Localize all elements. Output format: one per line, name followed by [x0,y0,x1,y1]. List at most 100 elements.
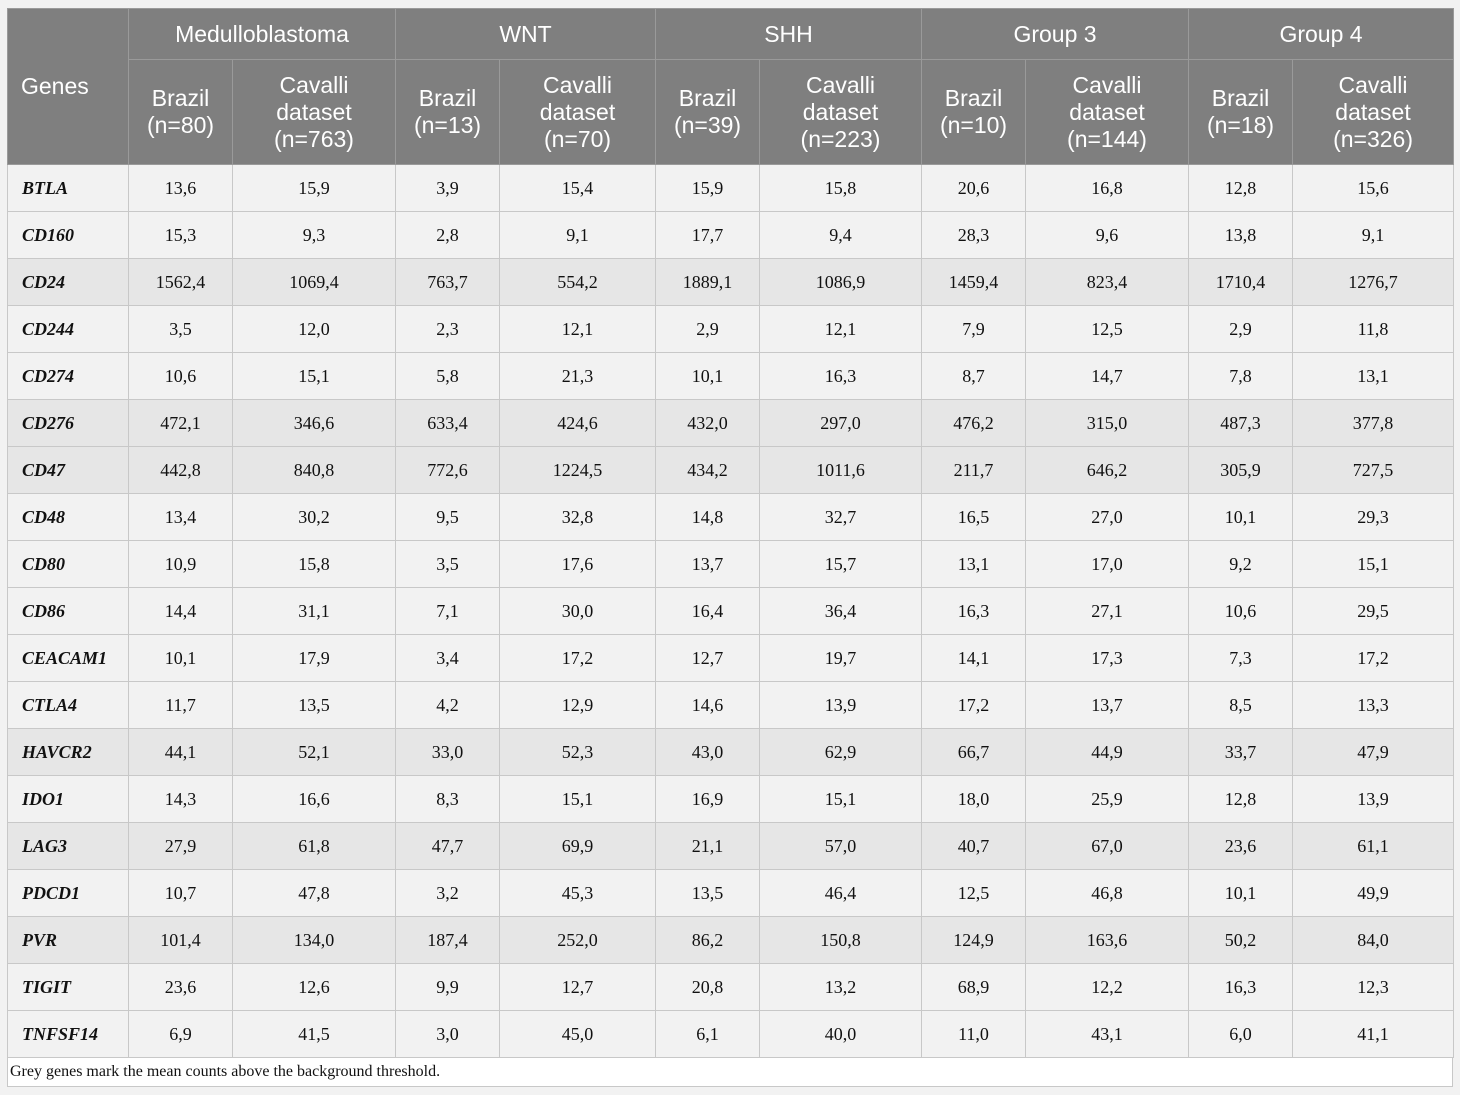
value-cell: 12,5 [1024,305,1190,353]
value-cell: 46,4 [759,869,922,917]
table-row: HAVCR2 44,1 52,1 33,0 52,3 43,0 62,9 66,7 44,9 33… [7,728,1455,776]
value-cell: 16,8 [1024,164,1190,212]
subheader-text: dataset [539,98,616,125]
table-row: LAG3 27,9 61,8 47,7 69,9 21,1 57,0 40,7 67,0 23,6… [7,822,1455,870]
value-cell: 315,0 [1024,399,1190,447]
value-cell: 16,9 [655,775,760,823]
value-cell: 17,0 [1024,540,1190,588]
value-cell: 49,9 [1292,869,1455,917]
value-cell: 68,9 [921,963,1026,1011]
value-cell: 10,1 [655,352,760,400]
genes-column-header: Genes [7,8,129,165]
gene-name-cell: IDO1 [7,775,129,823]
subheader-text: Brazil [418,85,477,111]
gene-name-cell: CD86 [7,587,129,635]
subheader-text: (n=10) [939,112,1008,138]
value-cell: 45,0 [499,1010,656,1058]
value-cell: 10,1 [1188,869,1294,917]
value-cell: 10,7 [128,869,233,917]
value-cell: 40,7 [921,822,1026,870]
subheader-cell: Brazil (n=18) [1188,59,1294,165]
table-body: BTLA 13,6 15,9 3,9 15,4 15,9 15,8 20,6 16,8 12,8 1… [7,164,1455,1058]
value-cell: 377,8 [1292,399,1455,447]
value-cell: 2,3 [395,305,500,353]
value-cell: 21,1 [655,822,760,870]
subheader-cell: Brazil (n=39) [655,59,760,165]
value-cell: 9,2 [1188,540,1294,588]
value-cell: 1562,4 [128,258,233,306]
value-cell: 9,9 [395,963,500,1011]
value-cell: 47,9 [1292,728,1455,776]
subheader-text: (n=144) [1067,125,1147,152]
value-cell: 13,3 [1292,681,1455,729]
table-row: CD160 15,3 9,3 2,8 9,1 17,7 9,4 28,3 9,6 13,8 9,1 [7,211,1455,259]
value-cell: 9,6 [1024,211,1190,259]
subheader-text: dataset [276,98,352,125]
value-cell: 9,4 [759,211,922,259]
value-cell: 15,9 [232,164,396,212]
value-cell: 10,1 [1188,493,1294,541]
value-cell: 8,3 [395,775,500,823]
table-row: CTLA4 11,7 13,5 4,2 12,9 14,6 13,9 17,2 13,7 8,5 1… [7,681,1455,729]
gene-name-cell: CD48 [7,493,129,541]
subheader-text: Cavalli [1072,71,1142,98]
value-cell: 124,9 [921,916,1026,964]
value-cell: 12,3 [1292,963,1455,1011]
value-cell: 62,9 [759,728,922,776]
table-row: CEACAM1 10,1 17,9 3,4 17,2 12,7 19,7 14,1 17,3 7,… [7,634,1455,682]
table-row: CD48 13,4 30,2 9,5 32,8 14,8 32,7 16,5 27,0 10,1 2… [7,493,1455,541]
gene-name-cell: TNFSF14 [7,1010,129,1058]
value-cell: 3,2 [395,869,500,917]
value-cell: 3,0 [395,1010,500,1058]
value-cell: 12,7 [499,963,656,1011]
value-cell: 14,1 [921,634,1026,682]
gene-name-cell: PDCD1 [7,869,129,917]
value-cell: 840,8 [232,446,396,494]
subheader-text: (n=18) [1206,112,1275,138]
value-cell: 13,1 [921,540,1026,588]
value-cell: 3,4 [395,634,500,682]
value-cell: 9,3 [232,211,396,259]
value-cell: 17,6 [499,540,656,588]
value-cell: 17,9 [232,634,396,682]
value-cell: 15,7 [759,540,922,588]
value-cell: 10,1 [128,634,233,682]
value-cell: 13,7 [1024,681,1190,729]
gene-expression-table: Genes Medulloblastoma WNT SHH Group 3 Gr… [7,8,1455,1058]
value-cell: 20,6 [921,164,1026,212]
value-cell: 14,3 [128,775,233,823]
value-cell: 554,2 [499,258,656,306]
gene-name-cell: CEACAM1 [7,634,129,682]
value-cell: 13,5 [655,869,760,917]
value-cell: 86,2 [655,916,760,964]
subheader-text: (n=763) [274,125,354,152]
subheader-row: Brazil (n=80) Cavalli dataset (n=763) Brazil(… [8,59,1455,165]
value-cell: 5,8 [395,352,500,400]
value-cell: 18,0 [921,775,1026,823]
value-cell: 1710,4 [1188,258,1294,306]
subheader-text: Cavalli [542,71,613,98]
value-cell: 15,1 [232,352,396,400]
gene-name-cell: LAG3 [7,822,129,870]
value-cell: 16,3 [759,352,922,400]
value-cell: 823,4 [1024,258,1190,306]
value-cell: 15,1 [759,775,922,823]
value-cell: 2,8 [395,211,500,259]
subheader-text: Brazil [151,85,210,111]
gene-name-cell: CD244 [7,305,129,353]
table-row: CD24 1562,4 1069,4 763,7 554,2 1889,1 1086,9 14… [7,258,1455,306]
value-cell: 23,6 [128,963,233,1011]
value-cell: 134,0 [232,916,396,964]
value-cell: 36,4 [759,587,922,635]
value-cell: 16,6 [232,775,396,823]
table-row: IDO1 14,3 16,6 8,3 15,1 16,9 15,1 18,0 25,9 12,8 1… [7,775,1455,823]
value-cell: 13,6 [128,164,233,212]
gene-name-cell: HAVCR2 [7,728,129,776]
value-cell: 6,9 [128,1010,233,1058]
value-cell: 1224,5 [499,446,656,494]
subheader-cell: Brazil (n=80) [128,59,233,165]
value-cell: 16,5 [921,493,1026,541]
value-cell: 67,0 [1024,822,1190,870]
value-cell: 52,1 [232,728,396,776]
value-cell: 10,9 [128,540,233,588]
